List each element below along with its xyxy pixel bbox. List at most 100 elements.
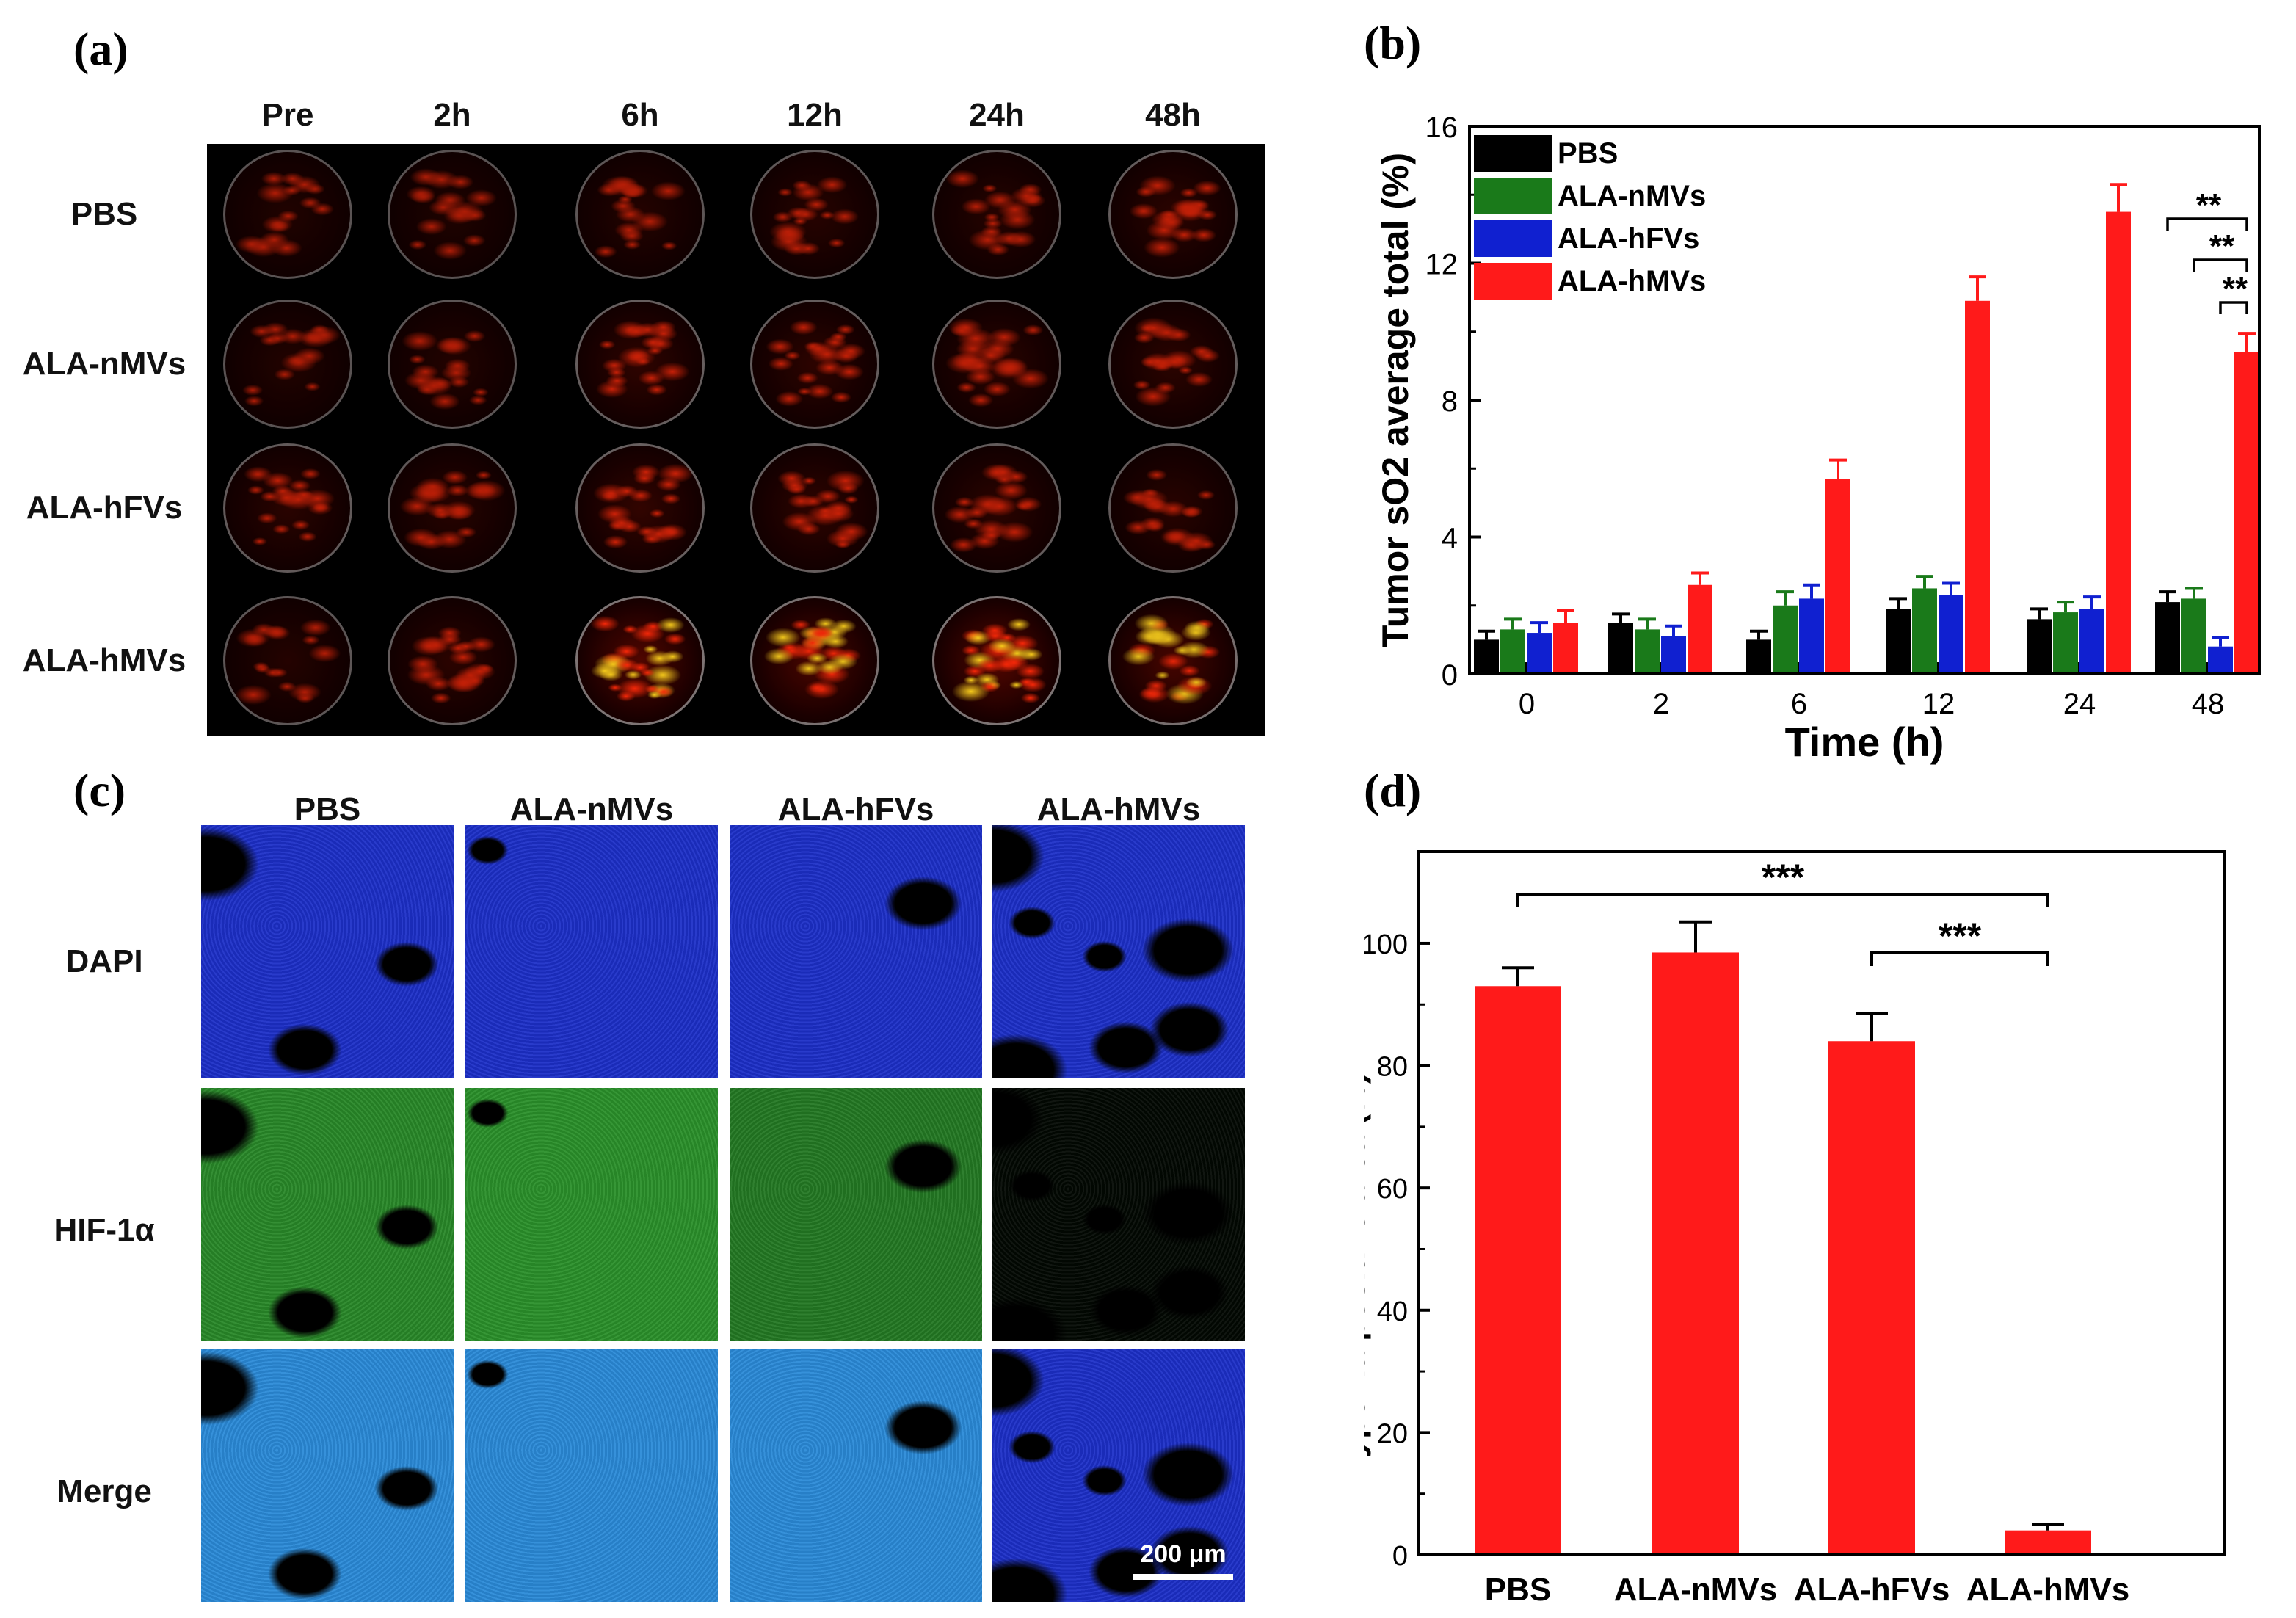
panel-d-label: (d) [1364, 764, 1422, 816]
chart-d-sig-label: *** [1762, 857, 1805, 898]
scale-bar-line [1133, 1574, 1233, 1580]
chart-b-sig-label: ** [2223, 271, 2248, 307]
chart-b-frame [1468, 125, 2261, 675]
chart-d-bar [1475, 986, 1561, 1555]
chart-b-sig-bracket [2166, 217, 2248, 231]
photoacoustic-well [223, 443, 352, 573]
chart-b-xtick-label: 0 [1519, 688, 1535, 720]
pc-col-label: ALA-hFVs [777, 791, 934, 827]
chart-b-legend-label: ALA-hFVs [1558, 222, 1699, 255]
chart-b-bar [1746, 639, 1771, 674]
pc-col-label: PBS [294, 791, 361, 827]
pc-row-label: Merge [57, 1473, 152, 1509]
chart-b-ytick-label: 12 [1425, 249, 1458, 281]
chart-b-bar [2106, 211, 2131, 674]
photoacoustic-well [750, 150, 879, 279]
photoacoustic-well [388, 150, 517, 279]
photoacoustic-well [1108, 150, 1238, 279]
chart-b-legend-swatch [1474, 263, 1552, 300]
pc-col-label: ALA-nMVs [509, 791, 674, 827]
photoacoustic-well [223, 596, 352, 725]
chart-d-sig-label: *** [1939, 915, 1982, 957]
chart-b-ytick-label: 0 [1442, 659, 1458, 692]
chart-d-ytick-label: 100 [1364, 929, 1408, 960]
pa-col-label: Pre [261, 97, 314, 133]
chart-b-bar [2234, 352, 2259, 674]
chart-b-bar [1608, 623, 1633, 674]
panel-a-label: (a) [73, 23, 128, 75]
chart-b-legend-label: PBS [1558, 137, 1618, 170]
chart-b-bar [2079, 609, 2104, 674]
photoacoustic-well [932, 150, 1061, 279]
chart-d-xtick-label: ALA-hFVs [1794, 1572, 1950, 1608]
fluorescence-tile [465, 825, 718, 1078]
chart-b-bar [1661, 636, 1686, 674]
chart-b-legend-swatch [1474, 178, 1552, 214]
fluorescence-tile [465, 1349, 718, 1602]
chart-b-bar [1635, 629, 1660, 674]
photoacoustic-image-grid [207, 144, 1265, 736]
photoacoustic-well [575, 300, 705, 429]
chart-b-bar [1939, 595, 1963, 674]
chart-b-bar [2155, 602, 2180, 674]
pa-col-label: 6h [621, 97, 659, 133]
photoacoustic-well [750, 300, 879, 429]
chart-b-bar [1965, 300, 1990, 674]
chart-d-bar [2005, 1530, 2091, 1555]
photoacoustic-well [388, 300, 517, 429]
photoacoustic-well [1108, 300, 1238, 429]
fluorescence-tile [201, 825, 454, 1078]
photoacoustic-well [932, 300, 1061, 429]
fluorescence-tile [992, 825, 1245, 1078]
chart-b-bar [1773, 605, 1798, 674]
chart-b-bar [1500, 629, 1525, 674]
chart-d-frame [1417, 850, 2226, 1556]
chart-b-xtick-label: 12 [1922, 688, 1955, 720]
pa-col-label: 12h [787, 97, 843, 133]
photoacoustic-well [1108, 443, 1238, 573]
photoacoustic-well [388, 596, 517, 725]
photoacoustic-well [575, 443, 705, 573]
chart-d-ytick-label: 80 [1377, 1052, 1408, 1083]
chart-d-sig-bracket [1516, 893, 2049, 907]
chart-b-bar [2027, 619, 2052, 674]
chart-b-ytick-label: 16 [1425, 112, 1458, 144]
chart-b-sig-bracket [2193, 258, 2248, 272]
pc-row-label: HIF-1α [54, 1212, 155, 1248]
pa-row-label: ALA-nMVs [22, 346, 186, 382]
chart-d-bar [1652, 952, 1739, 1555]
photoacoustic-well [932, 443, 1061, 573]
fluorescence-tile [992, 1349, 1245, 1602]
pa-row-label: ALA-hMVs [22, 642, 186, 678]
chart-b-legend-label: ALA-nMVs [1558, 180, 1706, 212]
pa-col-label: 2h [433, 97, 471, 133]
chart-b-legend-swatch [1474, 220, 1552, 257]
photoacoustic-well [223, 150, 352, 279]
photoacoustic-well [932, 596, 1061, 725]
chart-b-bar [1553, 623, 1578, 674]
fluorescence-tile [201, 1349, 454, 1602]
chart-d-xtick-label: ALA-hMVs [1966, 1572, 2129, 1608]
chart-d-xtick-label: PBS [1485, 1572, 1551, 1608]
pc-col-label: ALA-hMVs [1036, 791, 1201, 827]
chart-b-sig-label: ** [2209, 228, 2235, 264]
photoacoustic-well [388, 443, 517, 573]
chart-b-bar [1688, 584, 1712, 674]
chart-d-ytick-label: 40 [1377, 1296, 1408, 1327]
chart-d-bar [1828, 1041, 1915, 1555]
panel-b-label: (b) [1364, 17, 1422, 69]
chart-b-legend-swatch [1474, 135, 1552, 172]
chart-d-ylabel: Hypoxia positive area (%) [1364, 1073, 1371, 1481]
chart-b-bar [1886, 609, 1911, 674]
chart-b-xtick-label: 48 [2192, 688, 2225, 720]
fluorescence-tile [465, 1088, 718, 1341]
chart-b-bar [1912, 588, 1937, 674]
chart-b-bar [1474, 639, 1499, 674]
chart-b-ytick-label: 4 [1442, 523, 1458, 555]
chart-b-xtick-label: 2 [1653, 688, 1669, 720]
chart-d-xtick-label: ALA-nMVs [1614, 1572, 1777, 1608]
photoacoustic-well [575, 150, 705, 279]
chart-d-sig-bracket [1870, 951, 2049, 966]
